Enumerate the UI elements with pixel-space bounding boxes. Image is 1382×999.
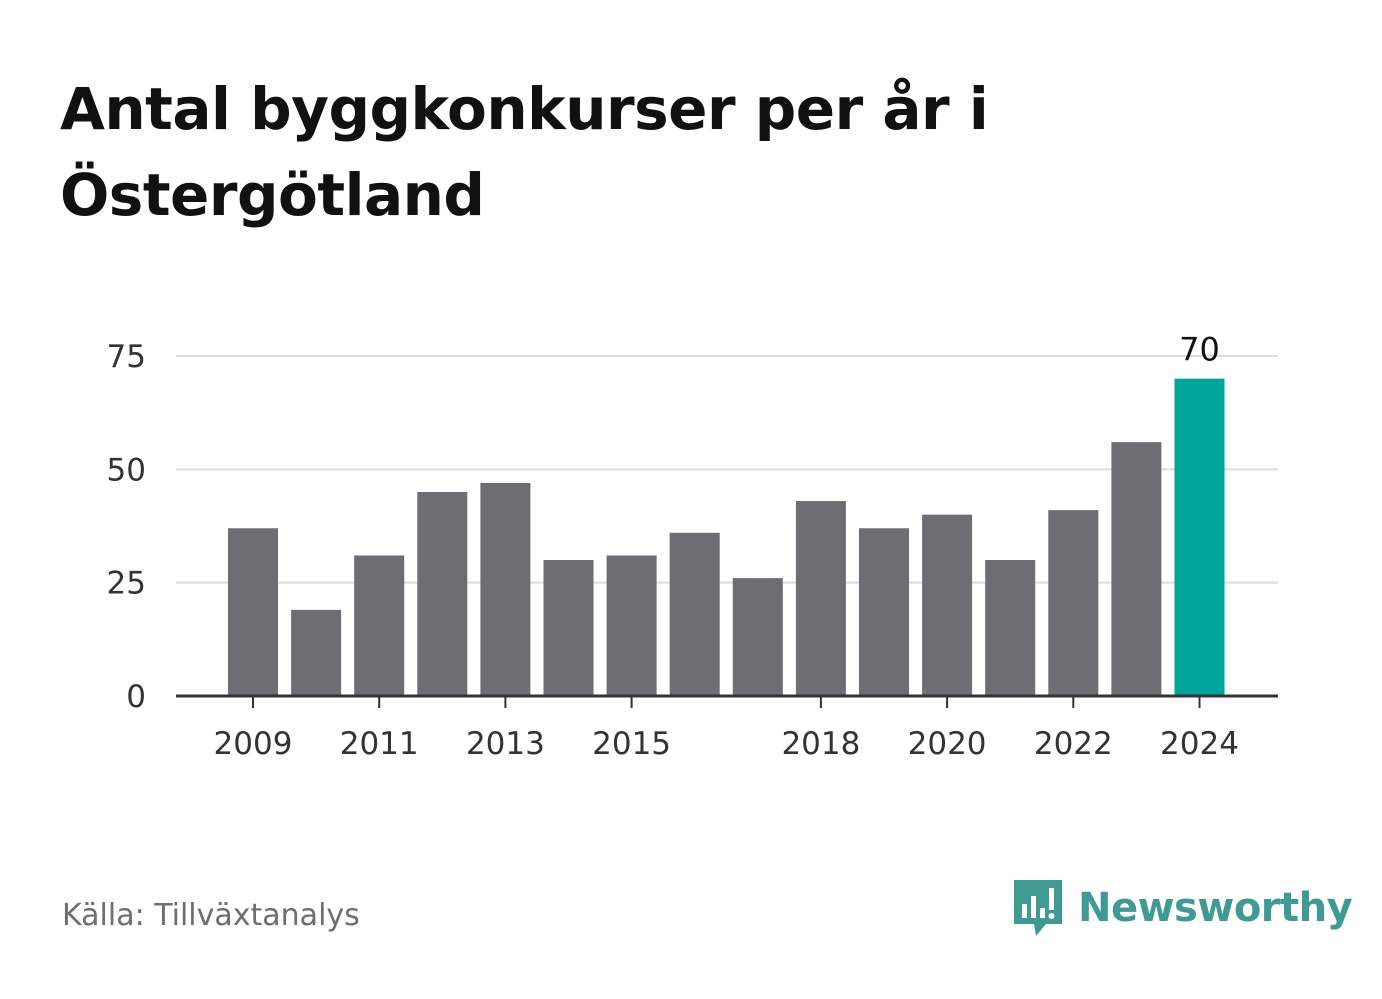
x-tick-label: 2015	[592, 726, 671, 762]
bars	[228, 378, 1225, 696]
chart-bubble-icon	[1014, 880, 1062, 936]
bar	[795, 501, 846, 696]
x-tick-label: 2022	[1034, 726, 1113, 762]
source-note: Källa: Tillväxtanalys	[62, 898, 360, 933]
bar	[1111, 442, 1162, 696]
bar	[1174, 378, 1225, 696]
x-tick-label: 2024	[1160, 726, 1239, 762]
x-tick-label: 2009	[214, 726, 293, 762]
x-tick-label: 2013	[466, 726, 545, 762]
y-axis-ticks: 0 25 50 75	[107, 339, 146, 715]
bar	[985, 560, 1036, 696]
bar	[1048, 510, 1099, 696]
y-tick-label: 50	[107, 452, 146, 488]
bar	[669, 532, 720, 696]
bar	[228, 528, 278, 696]
bar	[859, 528, 909, 696]
x-tick-label: 2011	[340, 726, 419, 762]
brand-name: Newsworthy	[1078, 885, 1353, 931]
x-tick-label: 2018	[781, 726, 860, 762]
x-axis: 2009 2011 2013 2015 2018 2020 2022 2024	[176, 694, 1278, 762]
bar	[480, 482, 531, 696]
y-tick-label: 25	[107, 566, 146, 602]
bar	[606, 555, 657, 696]
bar	[354, 555, 405, 696]
x-tick-label: 2020	[908, 726, 987, 762]
bar	[922, 514, 973, 696]
brand-logo: Newsworthy	[1010, 876, 1353, 940]
bar	[417, 492, 468, 696]
bar-chart: 0 25 50 75 2009 2011 2013 2015 2018 2020 2022 2024…	[107, 331, 1278, 762]
chart-title: Antal byggkonkurser per år i Östergötlan…	[60, 75, 989, 229]
data-label: 70	[1179, 331, 1220, 369]
y-tick-label: 75	[107, 339, 146, 375]
bar	[543, 560, 594, 696]
bar	[291, 609, 342, 696]
y-tick-label: 0	[126, 679, 146, 715]
data-labels: 70	[1179, 331, 1220, 369]
bar	[732, 578, 783, 696]
